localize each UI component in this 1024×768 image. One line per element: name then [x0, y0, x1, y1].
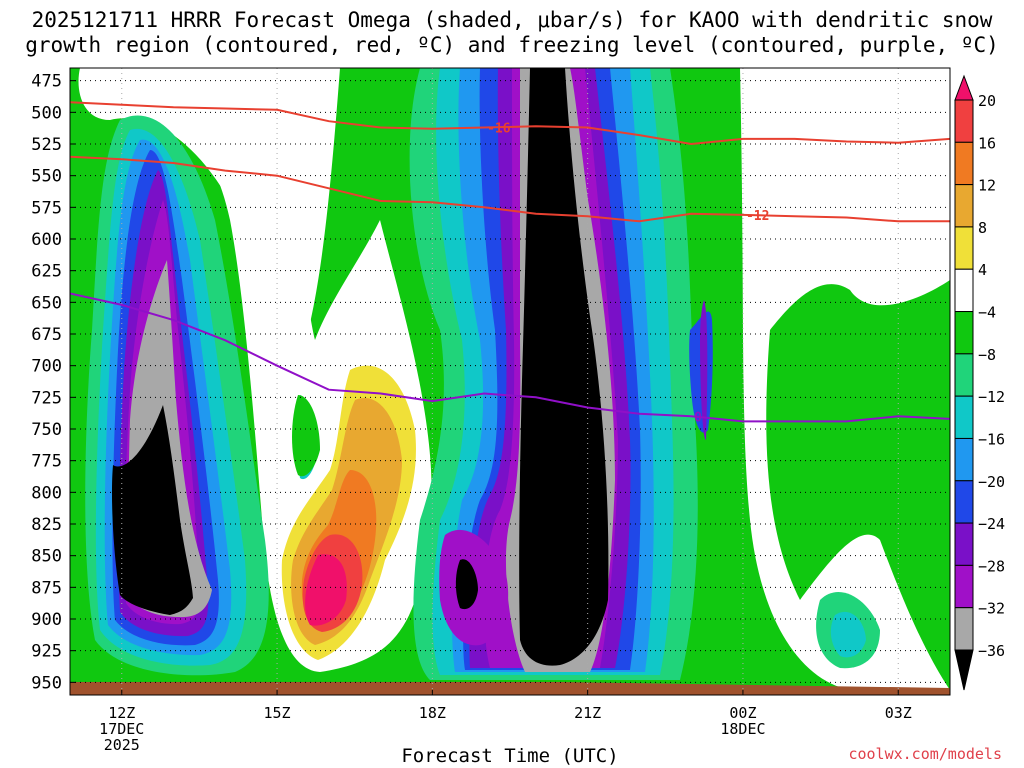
- colorbar-label: 16: [978, 134, 996, 152]
- y-tick-label: 625: [31, 262, 62, 282]
- colorbar-box: [954, 268, 974, 313]
- y-tick-label: 875: [31, 578, 62, 598]
- omega-region-30: [700, 300, 708, 440]
- plot-frame: [69, 67, 951, 696]
- omega-region-3: [740, 68, 950, 690]
- omega-shading: [70, 68, 950, 695]
- y-tick-label: 500: [31, 103, 62, 123]
- y-axis: 475 500 525 550 575 600 625 650 675 700 725 750 775 8…: [31, 72, 76, 693]
- y-tick-label: 850: [31, 547, 62, 567]
- omega-region-28: [455, 559, 478, 610]
- ground-strip: [70, 682, 950, 695]
- colorbar-label: −12: [978, 388, 1005, 406]
- colorbar-box: [954, 311, 974, 355]
- colorbar-label: −32: [978, 600, 1005, 618]
- y-tick-label: 800: [31, 483, 62, 503]
- omega-region-17: [111, 405, 193, 615]
- colorbar-label: 8: [978, 219, 987, 237]
- colorbar-label: −36: [978, 642, 1005, 660]
- y-tick-label: 675: [31, 325, 62, 345]
- colorbar-label: −4: [978, 304, 996, 322]
- colorbar-box: [954, 564, 974, 609]
- y-tick-label: 650: [31, 293, 62, 313]
- title-line-1: 2025121711 HRRR Forecast Omega (shaded, …: [31, 8, 993, 32]
- colorbar-box: [954, 607, 974, 651]
- colorbar-label: −20: [978, 473, 1005, 491]
- contour-line-0: [70, 292, 950, 423]
- y-tick-label: 600: [31, 230, 62, 250]
- colorbar-label: −28: [978, 557, 1005, 575]
- y-tick-label: 525: [31, 135, 62, 155]
- x-tick-label: 17DEC: [99, 720, 144, 738]
- contours: -16 -12 0: [70, 101, 950, 425]
- colorbar-box: [954, 480, 974, 524]
- omega-region-26: [519, 68, 609, 666]
- contour-label--16: -16: [487, 122, 511, 137]
- colorbar-box: [954, 353, 974, 397]
- x-tick-label: 15Z: [264, 704, 291, 722]
- y-tick-label: 575: [31, 198, 62, 218]
- x-axis-label: Forecast Time (UTC): [401, 745, 619, 767]
- y-tick-label: 475: [31, 72, 62, 92]
- credit: coolwx.com/models: [848, 745, 1002, 763]
- x-tick-label: 03Z: [885, 704, 912, 722]
- colorbar-top-arrow: [954, 74, 974, 101]
- title-line-2: growth region (contoured, red, ºC) and f…: [25, 33, 999, 57]
- omega-region-33: [292, 395, 320, 477]
- omega-region-32: [830, 611, 866, 658]
- contour-line--16: [70, 101, 950, 146]
- y-tick-label: 925: [31, 642, 62, 662]
- y-tick-label: 950: [31, 673, 62, 693]
- colorbar-box: [954, 522, 974, 566]
- colorbar-bottom-arrow: [954, 649, 974, 691]
- colorbar-label: −8: [978, 346, 996, 364]
- colorbar-label: −16: [978, 430, 1005, 448]
- colorbar-box: [954, 99, 974, 143]
- colorbar-label: −24: [978, 515, 1005, 533]
- y-tick-label: 750: [31, 420, 62, 440]
- y-tick-label: 700: [31, 357, 62, 377]
- colorbar-box: [954, 184, 974, 228]
- colorbar-label: 12: [978, 177, 996, 195]
- contour-label--12: -12: [746, 209, 769, 224]
- x-tick-label: 00Z: [729, 704, 756, 722]
- x-tick-label: 2025: [104, 736, 140, 754]
- colorbar-label: 4: [978, 261, 987, 279]
- y-tick-label: 550: [31, 167, 62, 187]
- colorbar-box: [954, 141, 974, 186]
- y-tick-label: 900: [31, 610, 62, 630]
- y-tick-label: 725: [31, 388, 62, 408]
- colorbar-box: [954, 437, 974, 482]
- colorbar-box: [954, 395, 974, 439]
- x-tick-label: 21Z: [574, 704, 601, 722]
- omega-region-8: [305, 554, 347, 626]
- colorbar-box: [954, 226, 974, 270]
- x-tick-label: 18Z: [419, 704, 446, 722]
- x-tick-label: 18DEC: [720, 720, 765, 738]
- colorbar-label: 20: [978, 92, 996, 110]
- grid: [70, 68, 950, 695]
- contour-line--12: [70, 155, 950, 223]
- y-tick-label: 825: [31, 515, 62, 535]
- colorbar: 20 16 12 8 4 −4 −8 −12 −16 −20 −24 −28 −32 −36: [954, 74, 1005, 691]
- contour-label-0: 0: [694, 410, 702, 425]
- x-tick-label: 12Z: [108, 704, 135, 722]
- y-tick-label: 775: [31, 452, 62, 472]
